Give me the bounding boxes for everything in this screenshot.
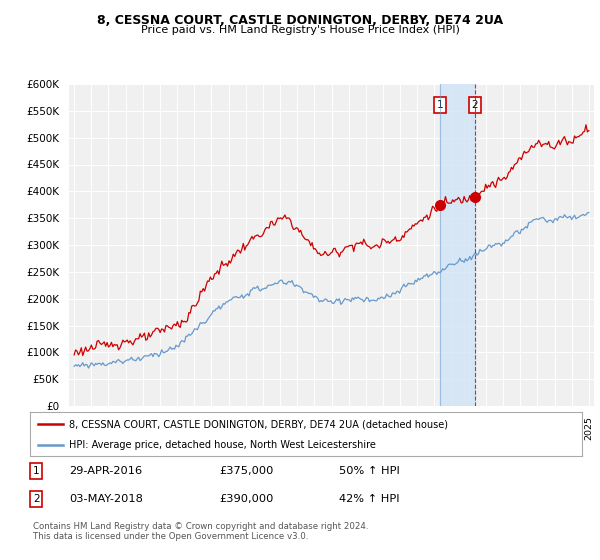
Text: HPI: Average price, detached house, North West Leicestershire: HPI: Average price, detached house, Nort… <box>68 440 376 450</box>
Text: 2: 2 <box>471 100 478 110</box>
Bar <box>440 84 475 406</box>
Text: 8, CESSNA COURT, CASTLE DONINGTON, DERBY, DE74 2UA: 8, CESSNA COURT, CASTLE DONINGTON, DERBY… <box>97 14 503 27</box>
Text: 29-APR-2016: 29-APR-2016 <box>69 466 142 476</box>
Text: 1: 1 <box>33 466 40 476</box>
Text: 42% ↑ HPI: 42% ↑ HPI <box>339 494 400 504</box>
Text: 8, CESSNA COURT, CASTLE DONINGTON, DERBY, DE74 2UA (detached house): 8, CESSNA COURT, CASTLE DONINGTON, DERBY… <box>68 419 448 429</box>
Text: 50% ↑ HPI: 50% ↑ HPI <box>339 466 400 476</box>
Text: Price paid vs. HM Land Registry's House Price Index (HPI): Price paid vs. HM Land Registry's House … <box>140 25 460 35</box>
Text: £390,000: £390,000 <box>219 494 274 504</box>
Text: 1: 1 <box>437 100 443 110</box>
Text: Contains HM Land Registry data © Crown copyright and database right 2024.
This d: Contains HM Land Registry data © Crown c… <box>33 522 368 542</box>
Text: 03-MAY-2018: 03-MAY-2018 <box>69 494 143 504</box>
Text: £375,000: £375,000 <box>219 466 274 476</box>
Text: 2: 2 <box>33 494 40 504</box>
